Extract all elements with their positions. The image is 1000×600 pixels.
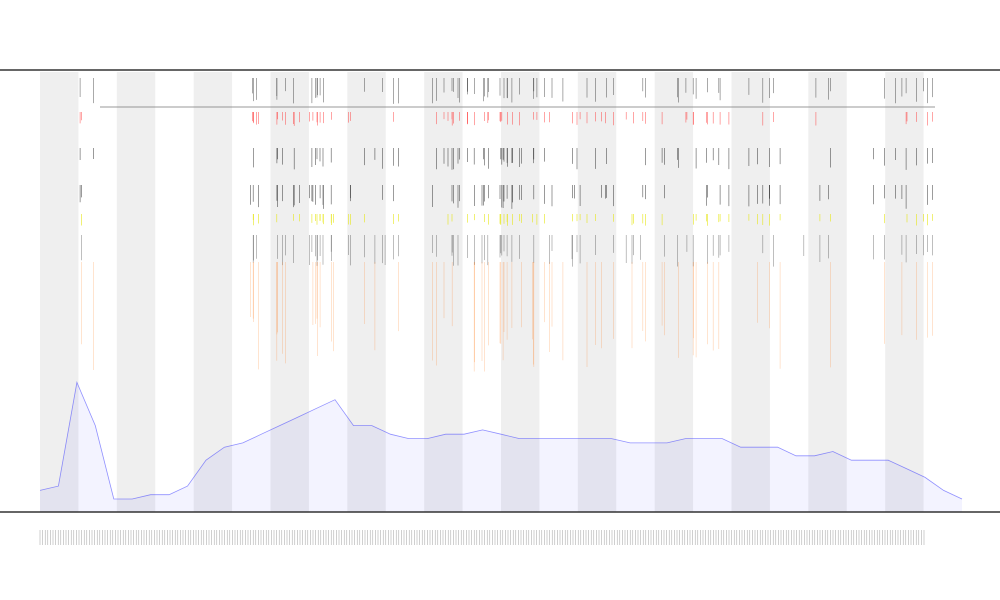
background-band [193,72,233,512]
series-area [40,382,962,512]
axes [0,69,1000,545]
background-band [270,72,309,512]
series-layer [39,381,963,512]
background-band [40,72,79,512]
background-band [808,72,847,512]
background-band [885,72,924,512]
marker-columns [79,78,933,372]
background-band [424,72,463,512]
background-band [731,72,770,512]
background-band [116,72,156,512]
background-band [347,72,386,512]
series-line [39,381,963,500]
